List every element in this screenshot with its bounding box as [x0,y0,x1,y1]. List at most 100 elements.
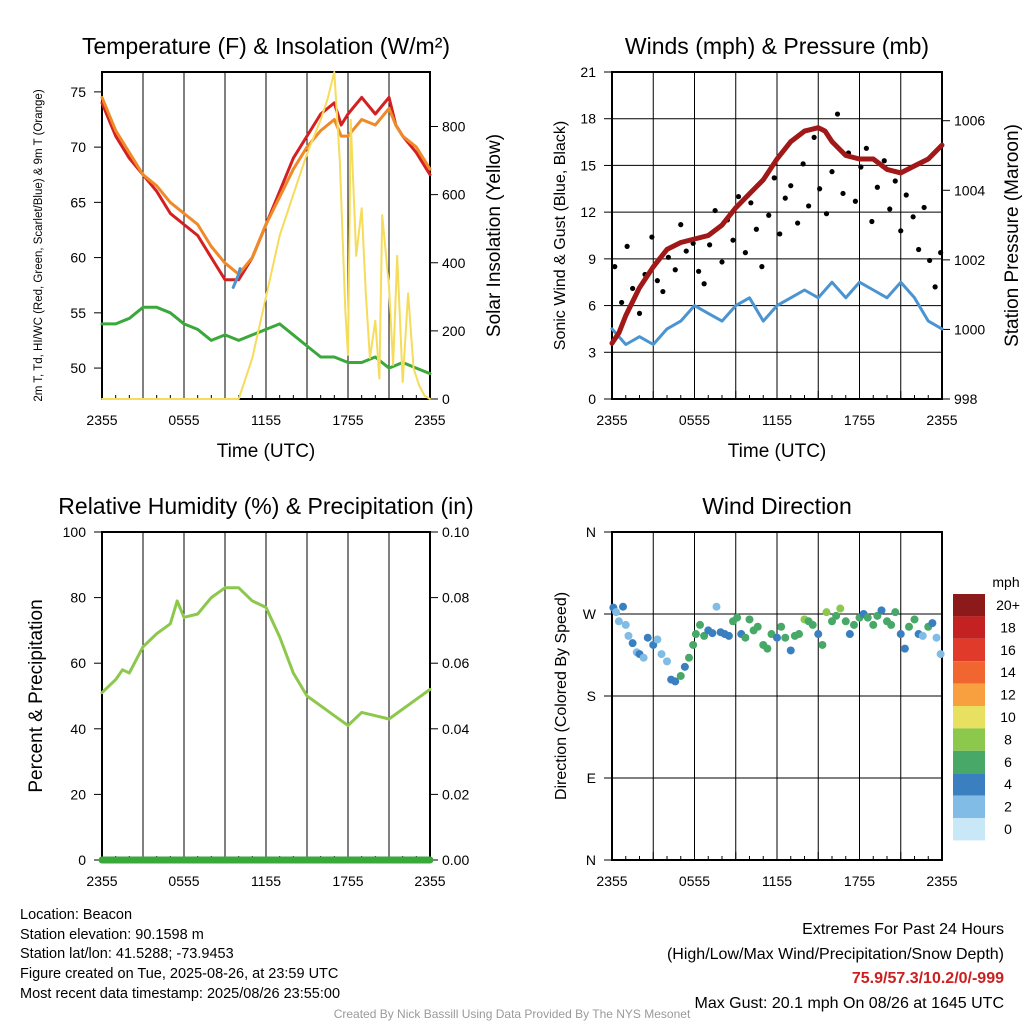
humidity-x-tick-label: 1755 [332,873,363,889]
wind_direction-ylabel: Direction (Colored By Speed) [553,592,570,800]
wind_direction-title: Wind Direction [702,493,852,519]
wind_direction-point [777,622,786,631]
temperature-x-tick-label: 1755 [332,412,363,428]
wind_direction-point [614,617,623,626]
wind_direction-point [877,606,886,615]
winds-point [858,164,864,170]
wind_direction-point [671,677,680,686]
temperature-y2-tick-label: 400 [442,255,466,271]
wind_direction-point [724,631,733,640]
winds-point [654,278,660,284]
winds-y-tick-label: 12 [580,204,596,220]
winds-point [806,203,812,209]
winds-series-sonic-wind [610,280,944,346]
wind_direction-point [691,630,700,639]
wind_direction-point [869,620,878,629]
wind_direction-point [643,633,652,642]
winds-x-tick-label: 2355 [926,412,957,428]
wind_direction-colorbar-swatch [953,728,985,751]
wind_direction-point [928,619,937,628]
winds-point [665,254,671,260]
wind_direction-point [612,608,621,617]
winds-point [753,226,759,232]
winds-series-pressure [609,125,945,346]
winds-point [829,169,835,175]
winds-point [759,264,765,270]
station-elevation: Station elevation: 90.1598 m [20,926,204,943]
extremes-panel: Extremes For Past 24 Hours (High/Low/Max… [667,918,1004,1016]
winds-ylabel-right: Station Pressure (Maroon) [1002,124,1023,347]
figure-created: Figure created on Tue, 2025-08-26, at 23… [20,966,339,983]
wind_direction-x-tick-label: 1155 [762,873,792,889]
winds-point [624,243,630,249]
wind_direction-point [753,622,762,631]
winds-y-tick-label: 9 [588,251,596,267]
wind_direction-point [639,653,648,662]
winds-point [678,222,684,228]
winds-point [788,183,794,189]
winds-point [817,186,823,192]
wind_direction-point [741,633,750,642]
wind_direction-colorbar-swatch [953,818,985,841]
wind_direction-point [763,644,772,653]
temperature-series-9m-t [100,95,432,276]
wind_direction-point [745,615,754,624]
humidity-y-tick-label: 80 [70,590,86,606]
humidity-y2-tick-label: 0.00 [442,852,469,868]
wind_direction-x-tick-label: 2355 [596,873,627,889]
temperature-ylabel: 2m T, Td, HI/WC (Red, Green, Scarlet/Blu… [33,89,45,401]
wind_direction-colorbar-label: 8 [1004,731,1012,747]
temperature-x-tick-label: 1155 [251,412,281,428]
winds-x-tick-label: 1155 [762,412,792,428]
humidity-title: Relative Humidity (%) & Precipitation (i… [58,493,473,519]
temperature-title: Temperature (F) & Insolation (W/m²) [82,33,450,59]
winds-point [887,206,893,212]
winds-point [863,145,869,151]
temperature-ylabel-right: Solar Insolation (Yellow) [484,134,505,337]
wind_direction-point [900,644,909,653]
wind_direction-colorbar-swatch [953,638,985,662]
wind_direction-colorbar-swatch [953,773,985,796]
wind_direction-colorbar-swatch [953,683,985,706]
temperature-x-tick-label: 0555 [168,412,199,428]
temperature-series-insolation [101,71,431,400]
wind_direction-point [649,640,658,649]
wind_direction-point [696,620,704,629]
wind_direction-point [619,602,627,611]
station-latlon: Station lat/lon: 41.5288; -73.9453 [20,946,234,963]
wind_direction-point [657,650,666,659]
winds-point [869,218,875,225]
temperature-y-tick-label: 50 [70,360,86,376]
wind_direction-point [891,608,900,617]
temperature-x-tick-label: 2355 [414,412,445,428]
winds-point [892,178,898,184]
max-gust: Max Gust: 20.1 mph On 08/26 at 1645 UTC [694,994,1005,1012]
winds-point [903,192,909,198]
wind_direction-x-tick-label: 2355 [926,873,957,889]
temperature-y-tick-label: 60 [70,250,86,266]
winds-y2-tick-label: 1002 [954,252,985,268]
winds-point [921,204,927,211]
wind_direction-x-tick-label: 0555 [679,873,710,889]
winds-point [881,158,887,164]
wind_direction-point [773,633,781,642]
wind_direction-y-tick-label: N [586,524,596,540]
wind_direction-point [836,604,845,613]
wind_direction-point [822,608,831,617]
wind_direction-point [845,630,854,639]
winds-point [612,264,618,270]
temperature-series-wc [231,267,242,289]
winds-point [910,214,916,220]
humidity-x-tick-label: 2355 [86,873,117,889]
humidity-series-rh [100,586,432,727]
wind_direction-x-tick-label: 1755 [844,873,875,889]
wind_direction-colorbar-swatch [953,616,985,639]
wind_direction-point [700,631,709,640]
winds-y2-tick-label: 1006 [954,113,985,129]
humidity-y-tick-label: 40 [70,721,86,737]
winds-point [777,231,783,237]
wind_direction-colorbar-swatch [953,706,985,729]
wind_direction-point [676,671,685,680]
humidity-ylabel: Percent & Precipitation [26,599,47,792]
